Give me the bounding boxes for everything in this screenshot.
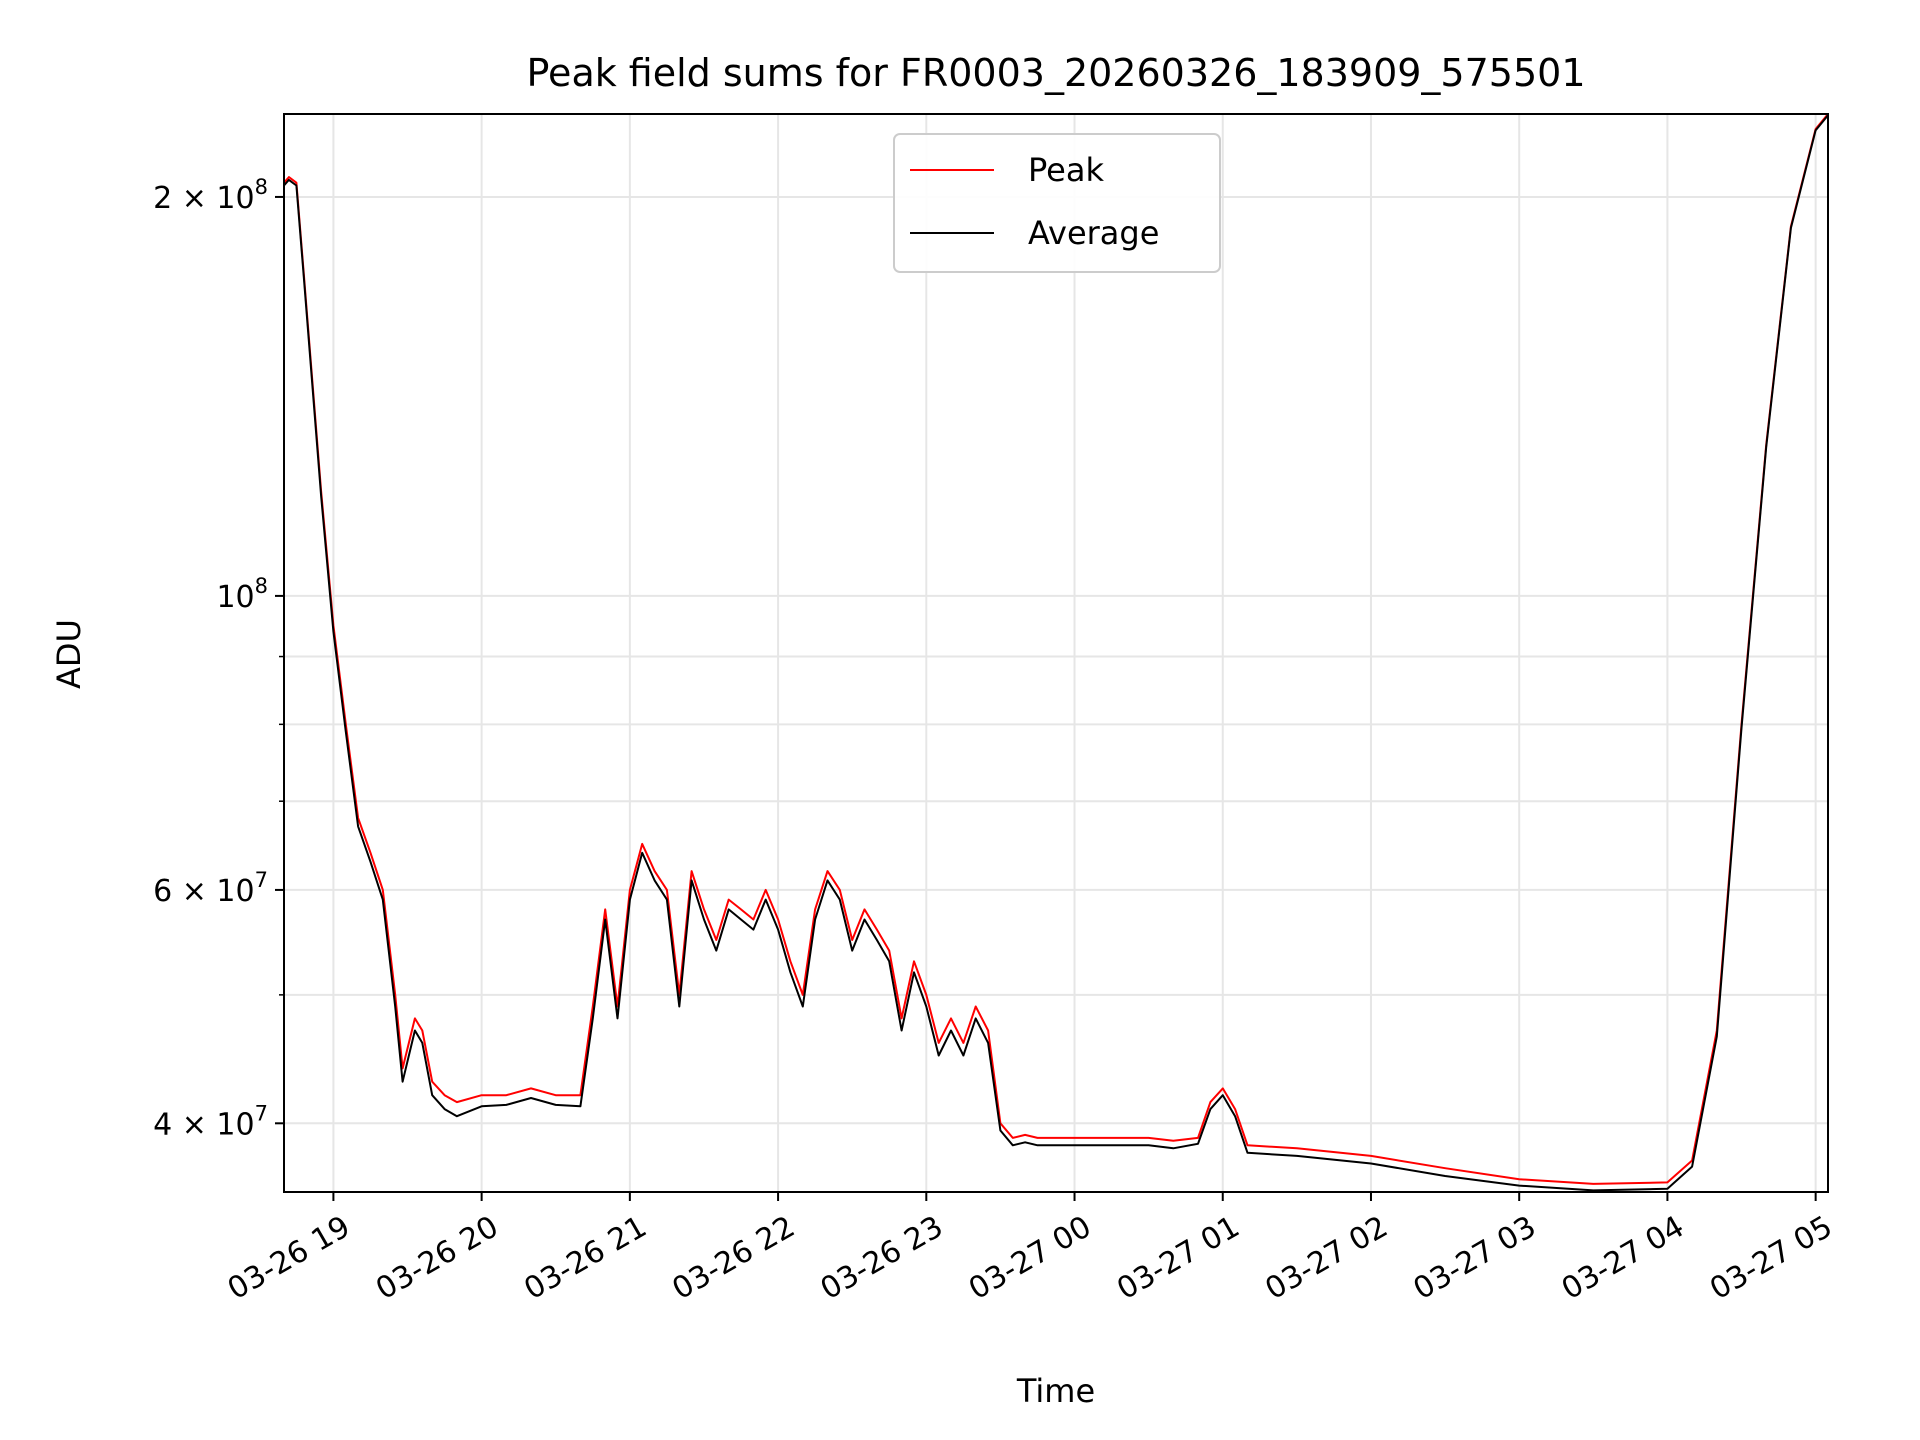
series-line-average [283,114,1829,1192]
legend-average-label: Average [1028,214,1159,252]
y-tick-label: 2 × 108 [153,175,268,216]
series-line-peak [283,113,1829,1185]
y-tick-label: 108 [216,574,268,615]
chart-title: Peak field sums for FR0003_20260326_1839… [527,51,1586,95]
y-tick-label: 4 × 107 [153,1101,268,1142]
legend: Peak Average [893,133,1221,273]
series-lines [283,113,1829,1192]
x-axis-label: Time [1016,1372,1095,1410]
legend-peak-label: Peak [1028,151,1104,189]
y-axis-label: ADU [50,619,88,689]
plot-frame [283,113,1829,1193]
legend-box [893,133,1221,273]
y-tick-label: 6 × 107 [153,868,268,909]
